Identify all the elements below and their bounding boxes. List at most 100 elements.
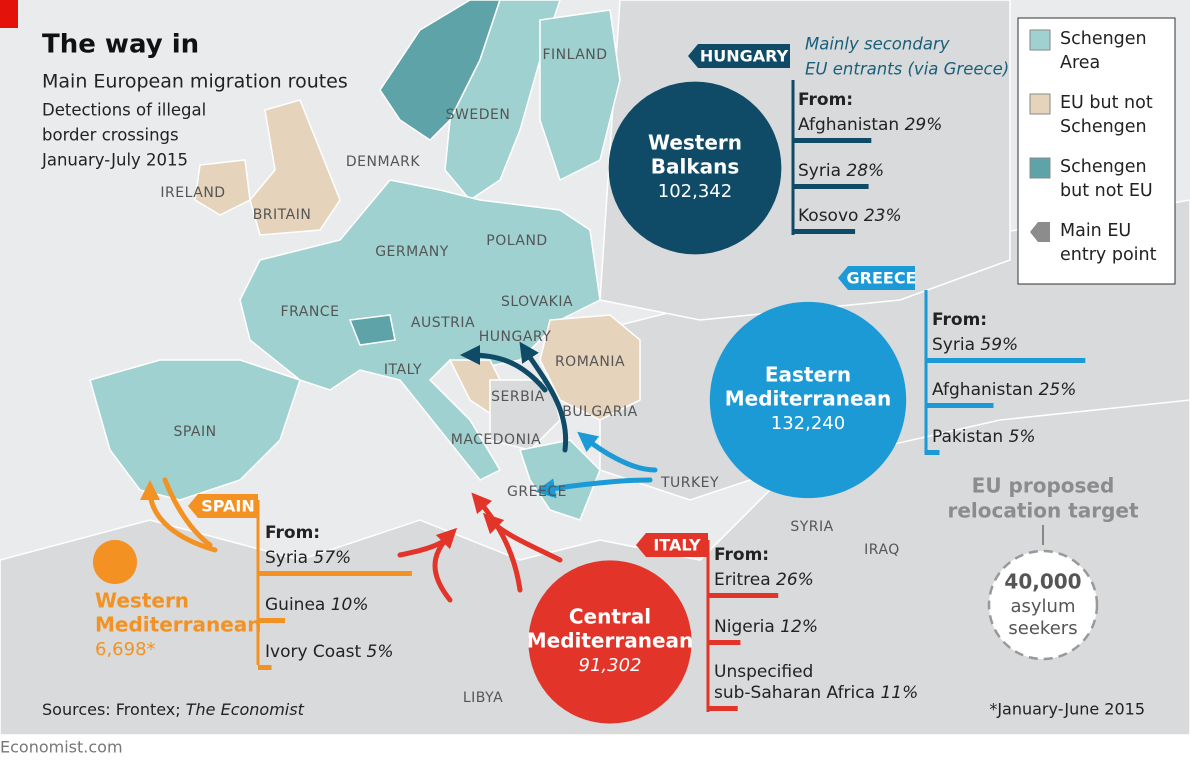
route-name: Central (569, 605, 651, 629)
share-bar (793, 229, 856, 234)
origin-name: Pakistan (932, 427, 1003, 447)
origin-share: 5% (1009, 427, 1036, 447)
origin: Pakistan 5% (932, 427, 1036, 447)
ireland (194, 159, 251, 216)
route-name: Mediterranean (527, 629, 694, 653)
description: Detections of illegal (42, 101, 206, 120)
country-label: MACEDONIA (451, 432, 542, 448)
route-total: 6,698* (95, 639, 156, 660)
origin-name: Kosovo (798, 206, 858, 226)
share-bar (258, 618, 285, 623)
country-label: DENMARK (346, 154, 420, 170)
origin-share: 11% (880, 683, 918, 703)
origin-name: Syria (798, 161, 841, 181)
origin: Guinea 10% (265, 595, 369, 615)
route-circle (709, 301, 907, 499)
origin: Eritrea 26% (714, 570, 814, 590)
sources-text: Sources: Frontex; (42, 700, 186, 719)
legend-label: EU but not (1060, 93, 1153, 113)
origin: Syria 28% (798, 161, 884, 181)
legend-swatch (1029, 29, 1051, 51)
origin-share: 12% (780, 617, 818, 637)
labels: The way in Main European migration routes… (0, 29, 1157, 757)
origin: Unspecified sub-Saharan Africa 11% (714, 662, 918, 703)
entry-tag (188, 494, 258, 518)
origin-name: Guinea (265, 595, 325, 615)
origin-name: Afghanistan (932, 380, 1033, 400)
legend-label: but not EU (1060, 181, 1153, 201)
legend-label: Area (1060, 53, 1100, 73)
country-label: AUSTRIA (411, 315, 475, 331)
switzerland (348, 314, 396, 346)
description: border crossings (42, 126, 179, 145)
legend-label: Schengen (1060, 29, 1147, 49)
entry-tag (838, 266, 915, 290)
origin-share: 23% (864, 206, 902, 226)
country-label: FRANCE (281, 304, 340, 320)
britain (249, 99, 341, 236)
route-total: 102,342 (658, 181, 732, 202)
country-label: GREECE (507, 484, 567, 500)
subtitle: Main European migration routes (42, 71, 348, 93)
route-name: Western (648, 131, 742, 155)
country-label: IRAQ (864, 542, 900, 558)
share-bar (793, 184, 869, 189)
legend-label: Main EU (1060, 221, 1131, 241)
country-label: BRITAIN (253, 207, 312, 223)
origin-name: sub-Saharan Africa (714, 683, 875, 703)
entry-point: SPAIN (201, 497, 255, 516)
origin-name: Nigeria (714, 617, 775, 637)
origin-name: Eritrea (714, 570, 771, 590)
origin-share: 10% (331, 595, 369, 615)
sources: Sources: Frontex; The Economist (42, 700, 305, 719)
country-label: LIBYA (463, 690, 503, 706)
country-label: ROMANIA (555, 354, 625, 370)
route-name: Mediterranean (95, 613, 262, 637)
route-circle (92, 539, 138, 585)
share-bar (708, 593, 779, 598)
origin-share: 5% (367, 642, 394, 662)
share-bar (708, 706, 738, 711)
share-bar (258, 571, 412, 576)
country-label: POLAND (486, 233, 547, 249)
route-note: EU entrants (via Greece) (805, 60, 1009, 79)
origin-name: Syria (265, 548, 308, 568)
legend-swatch (1029, 157, 1051, 179)
arrow (397, 535, 451, 558)
country-label: HUNGARY (479, 329, 552, 345)
route-name: Mediterranean (725, 387, 892, 411)
brand: Economist.com (0, 738, 123, 757)
entry-tag (636, 533, 708, 557)
country-label: ITALY (384, 362, 422, 378)
brand-mark (0, 0, 18, 28)
romania-bulgaria (539, 314, 641, 421)
arrow (519, 341, 569, 453)
share-bar (926, 450, 940, 455)
arrow (162, 477, 213, 548)
description: January-July 2015 (41, 151, 188, 170)
iberia (89, 359, 301, 501)
schengen-core (239, 179, 601, 481)
route-total: 132,240 (771, 413, 845, 434)
origin-name: Ivory Coast (265, 642, 361, 662)
from-label: From: (798, 90, 853, 110)
sweden (444, 0, 561, 201)
country-label: SWEDEN (446, 107, 511, 123)
country-label: TURKEY (660, 475, 719, 491)
western-balkans (489, 379, 561, 451)
origin-share: 26% (776, 570, 814, 590)
route-arrows (140, 341, 658, 603)
share-bar (708, 640, 741, 645)
legend-tag (1030, 222, 1050, 242)
origin-name: Syria (932, 335, 975, 355)
origin-name: Afghanistan (798, 115, 899, 135)
share-bar (926, 358, 1086, 363)
relocation-title: EU proposed (972, 474, 1115, 498)
greece (519, 439, 601, 521)
route-circle (528, 560, 692, 724)
entry-point: ITALY (653, 536, 701, 555)
arrow (535, 477, 653, 499)
origin: Nigeria 12% (714, 617, 818, 637)
origin-share: 25% (1039, 380, 1077, 400)
